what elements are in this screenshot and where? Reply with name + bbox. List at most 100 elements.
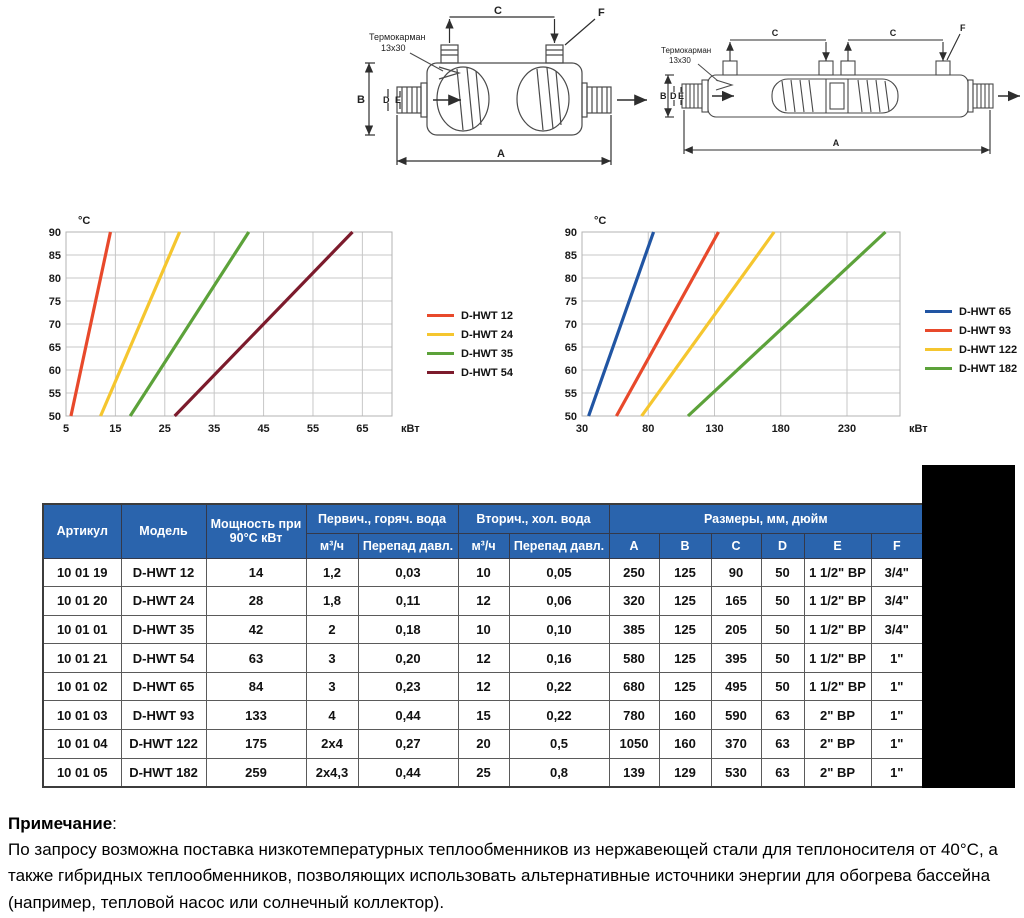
table-cell: 1 1/2" ВР (803, 671, 872, 702)
legend-swatch (427, 371, 454, 374)
col-dim-f: F (870, 532, 924, 559)
table-cell: 133 (205, 700, 307, 731)
table-cell: 0,5 (508, 729, 610, 759)
legend-large-models: D-HWT 65 D-HWT 93 D-HWT 122 D-HWT 182 (925, 302, 1017, 378)
table-cell: D-HWT 122 (120, 729, 207, 759)
redaction-box (922, 465, 1015, 788)
table-cell: 63 (205, 643, 307, 673)
table-cell: 165 (710, 586, 762, 616)
table-cell: 1" (870, 643, 924, 673)
table-cell: 10 01 21 (42, 643, 122, 673)
y-tick-label: 50 (565, 411, 577, 423)
table-row: 10 01 19 D-HWT 12 14 1,2 0,03 10 0,05 250 125 90 5… (42, 557, 924, 588)
table-cell: 10 (457, 557, 510, 588)
y-tick-label: 85 (565, 250, 577, 262)
table-cell: 84 (205, 671, 307, 702)
legend-swatch (925, 348, 952, 351)
table-cell: 2x4,3 (305, 757, 359, 788)
legend-swatch (427, 314, 454, 317)
table-cell: 0,44 (357, 757, 459, 788)
note-title: Примечание: (8, 814, 1014, 834)
legend-swatch (427, 333, 454, 336)
long-heat-exchanger-diagram: C C F B D E A Термокарман 13x30 (660, 23, 1020, 154)
y-axis-unit: °C (594, 215, 606, 227)
table-cell: D-HWT 93 (120, 700, 207, 731)
legend-swatch (925, 329, 952, 332)
table-cell: 4 (305, 700, 359, 731)
table-cell: 139 (608, 757, 660, 788)
table-cell: 125 (658, 586, 712, 616)
x-axis-unit: кВт (909, 423, 928, 435)
legend-label: D-HWT 93 (959, 324, 1011, 337)
table-cell: 0,8 (508, 757, 610, 788)
series-line-d-hwt-93 (615, 231, 720, 417)
table-cell: D-HWT 54 (120, 643, 207, 673)
y-tick-label: 75 (565, 296, 577, 308)
y-tick-label: 75 (49, 296, 61, 308)
y-tick-label: 80 (49, 273, 61, 285)
table-cell: 320 (608, 586, 660, 616)
dim-c-label: C (494, 5, 502, 17)
col-dim-a: A (608, 532, 660, 559)
legend-entry: D-HWT 93 (925, 321, 1017, 340)
legend-entry: D-HWT 24 (427, 325, 513, 344)
y-tick-label: 60 (49, 365, 61, 377)
table-cell: 1 1/2" ВР (803, 614, 872, 645)
table-cell: 10 (457, 614, 510, 645)
dim-b-label: B (357, 94, 365, 106)
table-cell: 20 (457, 729, 510, 759)
table-cell: 63 (760, 757, 805, 788)
table-cell: 12 (457, 671, 510, 702)
table-cell: 10 01 03 (42, 700, 122, 731)
legend-label: D-HWT 182 (959, 362, 1018, 375)
table-cell: D-HWT 65 (120, 671, 207, 702)
chart-canvas: 5 15 25 35 45 55 65 50 55 60 65 70 75 80 85 90 °C кВт (49, 215, 421, 435)
note-text: По запросу возможна поставка низкотемпер… (8, 840, 998, 912)
legend-label: D-HWT 12 (461, 309, 513, 322)
legend-entry: D-HWT 182 (925, 359, 1017, 378)
series-line-d-hwt-12 (69, 231, 113, 417)
col-secondary-dp: Перепад давл. (508, 532, 610, 559)
table-cell: 125 (658, 671, 712, 702)
table-cell: 0,22 (508, 671, 610, 702)
table-cell: 3/4" (870, 586, 924, 616)
x-tick-label: 35 (208, 423, 220, 435)
spec-table: Артикул Модель Мощность при 90°С кВт Пер… (42, 503, 925, 789)
legend-entry: D-HWT 12 (427, 306, 513, 325)
dim-f-label: F (960, 23, 966, 33)
y-tick-label: 70 (49, 319, 61, 331)
table-cell: 0,11 (357, 586, 459, 616)
x-tick-label: 65 (356, 423, 368, 435)
table-cell: 3/4" (870, 557, 924, 588)
table-cell: 1,2 (305, 557, 359, 588)
table-cell: 175 (205, 729, 307, 759)
table-cell: 2" ВР (803, 700, 872, 731)
table-cell: 3 (305, 643, 359, 673)
table-cell: 1 1/2" ВР (803, 586, 872, 616)
legend-label: D-HWT 54 (461, 366, 513, 379)
spec-table-body: 10 01 19 D-HWT 12 14 1,2 0,03 10 0,05 250 125 90 5… (42, 557, 924, 788)
table-cell: D-HWT 24 (120, 586, 207, 616)
table-cell: 28 (205, 586, 307, 616)
short-heat-exchanger-diagram: C F B D E A Термокарман 13x30 (357, 5, 647, 166)
legend-small-models: D-HWT 12 D-HWT 24 D-HWT 35 D-HWT 54 (427, 306, 513, 382)
y-tick-label: 70 (565, 319, 577, 331)
col-power: Мощность при 90°С кВт (205, 503, 307, 559)
table-cell: 3 (305, 671, 359, 702)
y-tick-label: 90 (565, 227, 577, 239)
col-secondary-flow: м³/ч (457, 532, 510, 559)
thermowell-size-label: 13x30 (669, 56, 691, 65)
table-cell: 129 (658, 757, 712, 788)
dim-c1-label: C (772, 28, 779, 38)
table-row: 10 01 20 D-HWT 24 28 1,8 0,11 12 0,06 320 125 165… (42, 586, 924, 616)
table-cell: 125 (658, 643, 712, 673)
x-tick-label: 55 (307, 423, 319, 435)
table-row: 10 01 01 D-HWT 35 42 2 0,18 10 0,10 385 125 205 50… (42, 614, 924, 645)
table-cell: 63 (760, 729, 805, 759)
col-primary-dp: Перепад давл. (357, 532, 459, 559)
col-dim-e: E (803, 532, 872, 559)
table-cell: 10 01 05 (42, 757, 122, 788)
table-row: 10 01 05 D-HWT 182 259 2x4,3 0,44 25 0,8 139 129… (42, 757, 924, 788)
table-row: 10 01 21 D-HWT 54 63 3 0,20 12 0,16 580 125 395 50… (42, 643, 924, 673)
thermowell-size-label: 13x30 (381, 43, 406, 53)
